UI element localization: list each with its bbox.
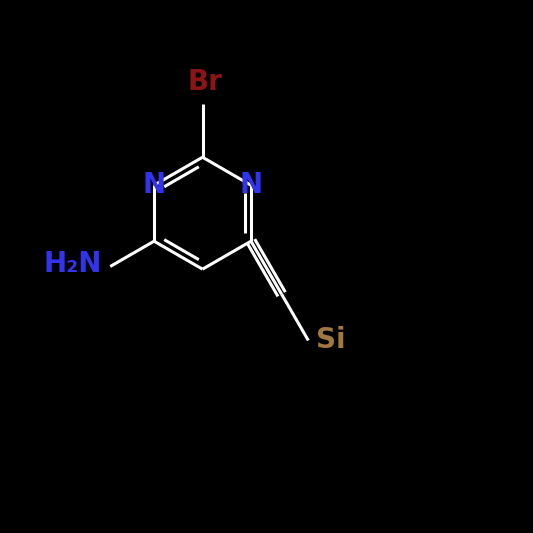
Text: N: N [142, 171, 166, 199]
Text: N: N [239, 171, 263, 199]
Text: H₂N: H₂N [44, 250, 102, 278]
Text: Br: Br [188, 68, 223, 96]
Text: Si: Si [316, 326, 346, 354]
